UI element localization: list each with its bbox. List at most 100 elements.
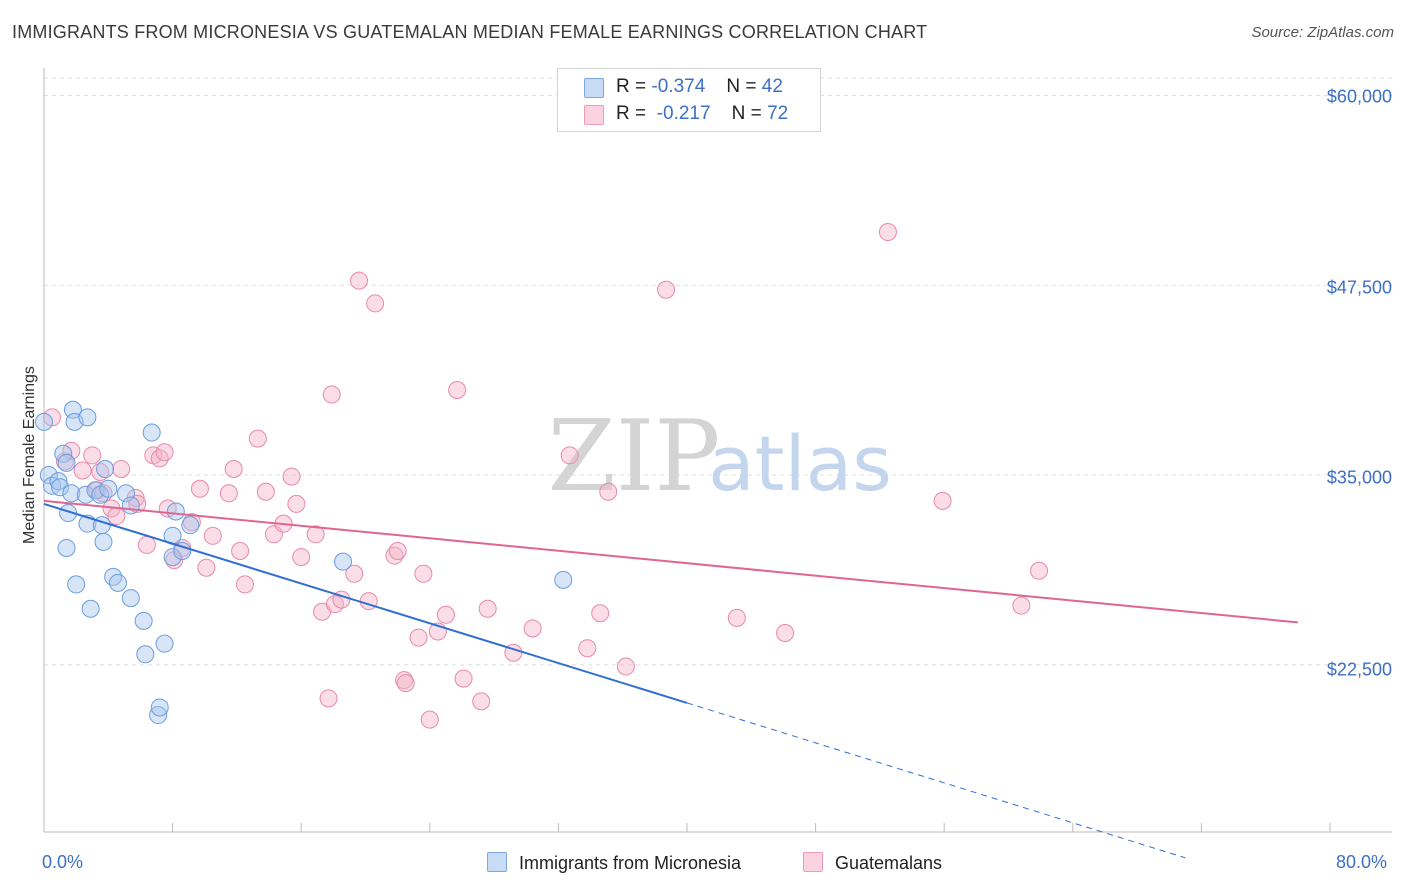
legend-n-label: N = xyxy=(731,103,762,124)
micronesia-point xyxy=(149,706,168,725)
bottom-legend-label: Guatemalans xyxy=(835,853,943,873)
legend-r-label: R = xyxy=(616,76,647,97)
micronesia-point xyxy=(166,502,185,521)
micronesia-point xyxy=(78,408,97,427)
guatemalans-point xyxy=(454,669,473,688)
guatemalans-point xyxy=(478,599,497,618)
guatemalans-point xyxy=(591,604,610,623)
guatemalans-point xyxy=(436,605,455,624)
micronesia-point xyxy=(155,634,174,653)
guatemalans-point xyxy=(231,542,250,561)
legend-r-label: R = xyxy=(616,103,647,124)
trend-lines xyxy=(43,499,1298,859)
guatemalans-point xyxy=(248,429,267,448)
y-tick-35000: $35,000 xyxy=(1326,467,1392,488)
micronesia-point xyxy=(49,472,68,491)
guatemalans-point xyxy=(599,482,618,501)
guatemalans-point xyxy=(657,280,676,299)
micronesia-point xyxy=(142,423,161,442)
legend-n-label: N = xyxy=(726,76,757,97)
guatemalans-point xyxy=(190,479,209,498)
guatemalans-point xyxy=(616,657,635,676)
guatemalans-point xyxy=(414,564,433,583)
guatemalans-point xyxy=(578,639,597,658)
legend-n-value: 72 xyxy=(767,103,789,124)
micronesia-point xyxy=(136,645,155,664)
guatemalans-point xyxy=(224,459,243,478)
micronesia-point xyxy=(94,532,113,551)
micronesia-point xyxy=(116,484,135,503)
micronesia-point xyxy=(181,516,200,535)
guatemalans-point xyxy=(83,446,102,465)
guatemalans-point xyxy=(396,674,415,693)
guatemalans-point xyxy=(235,575,254,594)
guatemalans-point xyxy=(523,619,542,638)
micronesia-point xyxy=(134,611,153,630)
bottom-legend-micronesia: Immigrants from Micronesia xyxy=(487,852,741,874)
micronesia-point xyxy=(39,466,58,485)
micronesia-point xyxy=(150,698,169,717)
guatemalans-point xyxy=(409,628,428,647)
source-label: Source: ZipAtlas.com xyxy=(1251,24,1394,41)
micronesia-trend-extension xyxy=(686,702,1186,859)
micronesia-point xyxy=(99,479,118,498)
guatemalans-point xyxy=(137,535,156,554)
legend-r-value: -0.374 xyxy=(651,76,706,97)
micronesia-point xyxy=(67,575,86,594)
micronesia-point xyxy=(96,459,115,478)
axes xyxy=(43,68,1392,833)
y-tick-47500: $47,500 xyxy=(1326,277,1392,298)
guatemalans-point xyxy=(420,710,439,729)
micronesia-point xyxy=(104,567,123,586)
guatemalans-point xyxy=(203,526,222,545)
correlation-legend: R = -0.374 N = 42 R = -0.217 N = 72 xyxy=(557,68,821,132)
micronesia-point xyxy=(62,484,81,503)
guatemalans-points xyxy=(43,223,1049,729)
x-tick-max: 80.0% xyxy=(1336,852,1388,872)
guatemalans-point xyxy=(388,542,407,561)
watermark-zip: ZIP xyxy=(548,400,721,514)
guatemalans-point xyxy=(73,461,92,480)
guatemalans-point xyxy=(933,491,952,510)
y-tick-60000: $60,000 xyxy=(1326,86,1392,107)
micronesia-point xyxy=(108,573,127,592)
guatemalans-point xyxy=(197,558,216,577)
guatemalans-point xyxy=(350,271,369,290)
micronesia-point xyxy=(57,453,76,472)
guatemalans-point xyxy=(155,443,174,462)
micronesia-point xyxy=(333,552,352,571)
legend-n-value: 42 xyxy=(761,76,783,97)
bottom-legend-swatch-pink xyxy=(803,852,823,872)
guatemalans-trend-line xyxy=(43,499,1298,624)
y-tick-22500: $22,500 xyxy=(1326,659,1392,680)
legend-swatch-blue xyxy=(584,78,604,98)
x-tick-min: 0.0% xyxy=(42,852,84,872)
micronesia-point xyxy=(57,538,76,557)
guatemalans-point xyxy=(182,513,201,532)
micronesia-point xyxy=(35,412,53,431)
micronesia-point xyxy=(51,478,70,497)
bottom-legend-label: Immigrants from Micronesia xyxy=(519,853,742,873)
guatemalans-point xyxy=(325,595,344,614)
bottom-legend-guatemalans: Guatemalans xyxy=(803,852,942,874)
micronesia-point xyxy=(81,599,100,618)
micronesia-points xyxy=(35,400,573,725)
guatemalans-point xyxy=(776,624,795,643)
guatemalans-point xyxy=(560,446,579,465)
micronesia-point xyxy=(554,570,573,589)
guatemalans-point xyxy=(1012,596,1031,615)
guatemalans-point xyxy=(472,692,491,711)
micronesia-point xyxy=(76,485,95,504)
micronesia-point xyxy=(121,496,140,515)
guatemalans-point xyxy=(282,467,301,486)
bottom-legend-swatch-blue xyxy=(487,852,507,872)
guatemalans-point xyxy=(345,564,364,583)
micronesia-point xyxy=(173,542,192,561)
guatemalans-point xyxy=(219,484,238,503)
guatemalans-point xyxy=(448,381,467,400)
chart-title: IMMIGRANTS FROM MICRONESIA VS GUATEMALAN… xyxy=(12,22,928,42)
guatemalans-point xyxy=(366,294,385,313)
guatemalans-point xyxy=(112,459,131,478)
guatemalans-point xyxy=(322,385,341,404)
